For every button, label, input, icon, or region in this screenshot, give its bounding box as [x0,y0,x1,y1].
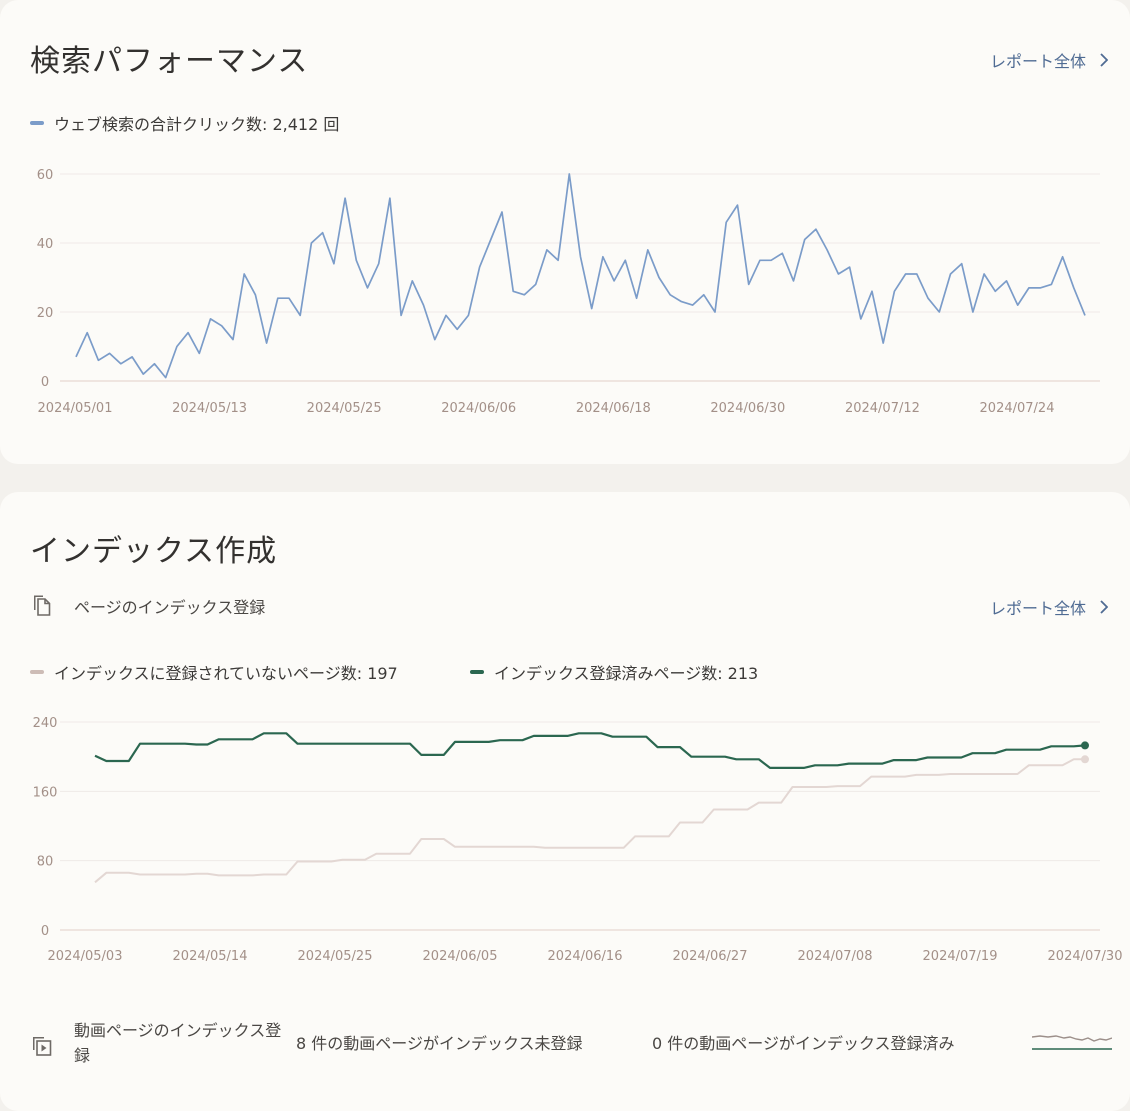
search-performance-title: 検索パフォーマンス [30,44,309,79]
indexing-chart-x-tick-label: 2024/06/05 [423,949,498,964]
clicks-line-chart[interactable]: 0 20 40 60 2024/05/01 2024/05/13 2024/05/25 202… [0,0,1130,464]
clicks-chart-x-tick-label: 2024/06/30 [710,401,785,416]
indexing-chart-y-tick-label: 160 [33,785,58,800]
indexing-chart-x-tick-label: 2024/05/03 [48,949,123,964]
video-indexed-stat[interactable]: 0 件の動画ページがインデックス登録済み [652,1034,955,1053]
video-indexing-label: 動画ページのインデックス登録 [74,1021,282,1065]
clicks-chart-x-tick-label: 2024/05/25 [307,401,382,416]
not-indexed-legend-label: インデックスに登録されていないページ数: 197 [54,664,398,683]
indexing-line-chart[interactable]: 0 80 160 240 2024/05/03 2024/05/14 2024/05/25 2… [0,492,1130,1111]
clicks-chart-y-tick-label: 60 [37,168,54,183]
performance-full-report-label: レポート全体 [989,52,1086,71]
indexing-chart-y-tick-label: 240 [33,716,58,731]
chevron-right-icon [1100,600,1108,614]
indexing-chart-series-end-point-1 [1081,741,1089,750]
search-performance-card: 検索パフォーマンス レポート全体 ウェブ検索の合計クリック数: 2,412 回 … [0,0,1130,464]
indexing-chart-series-end-point-0 [1081,755,1089,764]
clicks-chart-x-tick-label: 2024/07/12 [845,401,920,416]
clicks-chart-x-tick-label: 2024/06/06 [441,401,516,416]
pages-copy-icon [34,595,51,616]
indexing-chart-x-tick-label: 2024/05/25 [298,949,373,964]
indexing-card: インデックス作成 ページのインデックス登録 レポート全体 インデックスに登録され… [0,492,1130,1111]
clicks-legend-label: ウェブ検索の合計クリック数: 2,412 回 [54,115,340,134]
clicks-chart-series-line-0 [75,173,1086,379]
indexing-chart-x-tick-label: 2024/07/19 [923,949,998,964]
indexing-title: インデックス作成 [30,534,278,569]
indexing-chart-x-tick-label: 2024/07/30 [1048,949,1123,964]
indexed-legend-label: インデックス登録済みページ数: 213 [494,664,759,683]
indexing-chart-x-tick-label: 2024/06/27 [673,949,748,964]
not-indexed-legend[interactable]: インデックスに登録されていないページ数: 197 [30,660,398,684]
clicks-chart-x-tick-label: 2024/06/18 [576,401,651,416]
clicks-chart-y-tick-label: 0 [41,375,49,390]
indexing-full-report-label: レポート全体 [989,599,1086,618]
performance-full-report-link[interactable]: レポート全体 [990,48,1108,72]
clicks-chart-x-tick-label: 2024/05/01 [38,401,113,416]
indexing-chart-x-tick-label: 2024/07/08 [798,949,873,964]
not-indexed-legend-swatch [30,670,44,674]
video-not-indexed-stat[interactable]: 8 件の動画ページがインデックス未登録 [296,1034,583,1053]
clicks-chart-x-tick-label: 2024/07/24 [980,401,1055,416]
indexed-legend[interactable]: インデックス登録済みページ数: 213 [470,660,758,684]
chevron-right-icon [1100,53,1108,67]
indexing-full-report-link[interactable]: レポート全体 [990,595,1108,619]
video-copy-icon [33,1037,52,1056]
indexed-legend-swatch [470,670,484,674]
indexing-chart-series-line-1 [94,732,1086,769]
indexing-chart-x-tick-label: 2024/05/14 [173,949,248,964]
page-indexing-label: ページのインデックス登録 [74,598,266,617]
clicks-legend[interactable]: ウェブ検索の合計クリック数: 2,412 回 [30,111,339,135]
clicks-chart-y-tick-label: 40 [37,237,54,252]
clicks-chart-x-tick-label: 2024/05/13 [172,401,247,416]
sparkline-icon [1032,1035,1112,1050]
clicks-legend-swatch [30,121,44,125]
indexing-chart-y-tick-label: 0 [41,924,49,939]
clicks-chart-y-tick-label: 20 [37,306,54,321]
indexing-chart-y-tick-label: 80 [37,855,54,870]
indexing-chart-x-tick-label: 2024/06/16 [548,949,623,964]
indexing-chart-series-line-0 [94,758,1085,884]
